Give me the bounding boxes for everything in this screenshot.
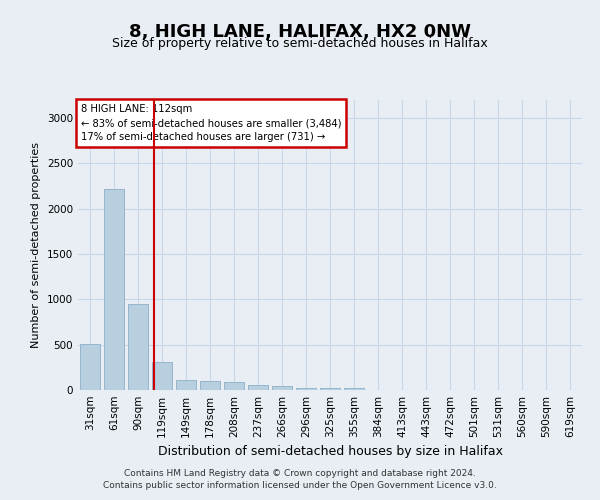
Bar — [152, 362, 172, 390]
Text: 8 HIGH LANE: 112sqm
← 83% of semi-detached houses are smaller (3,484)
17% of sem: 8 HIGH LANE: 112sqm ← 83% of semi-detach… — [80, 104, 341, 142]
Bar — [248, 386, 268, 390]
Text: Contains HM Land Registry data © Crown copyright and database right 2024.
Contai: Contains HM Land Registry data © Crown c… — [103, 469, 497, 490]
X-axis label: Distribution of semi-detached houses by size in Halifax: Distribution of semi-detached houses by … — [157, 446, 503, 458]
Text: Size of property relative to semi-detached houses in Halifax: Size of property relative to semi-detach… — [112, 38, 488, 51]
Bar — [80, 344, 100, 390]
Bar — [296, 388, 316, 390]
Bar — [344, 388, 364, 390]
Bar — [320, 388, 340, 390]
Bar — [128, 304, 148, 390]
Bar — [104, 189, 124, 390]
Bar — [176, 380, 196, 390]
Text: 8, HIGH LANE, HALIFAX, HX2 0NW: 8, HIGH LANE, HALIFAX, HX2 0NW — [129, 22, 471, 40]
Bar — [200, 382, 220, 390]
Bar — [272, 386, 292, 390]
Bar — [224, 382, 244, 390]
Y-axis label: Number of semi-detached properties: Number of semi-detached properties — [31, 142, 41, 348]
